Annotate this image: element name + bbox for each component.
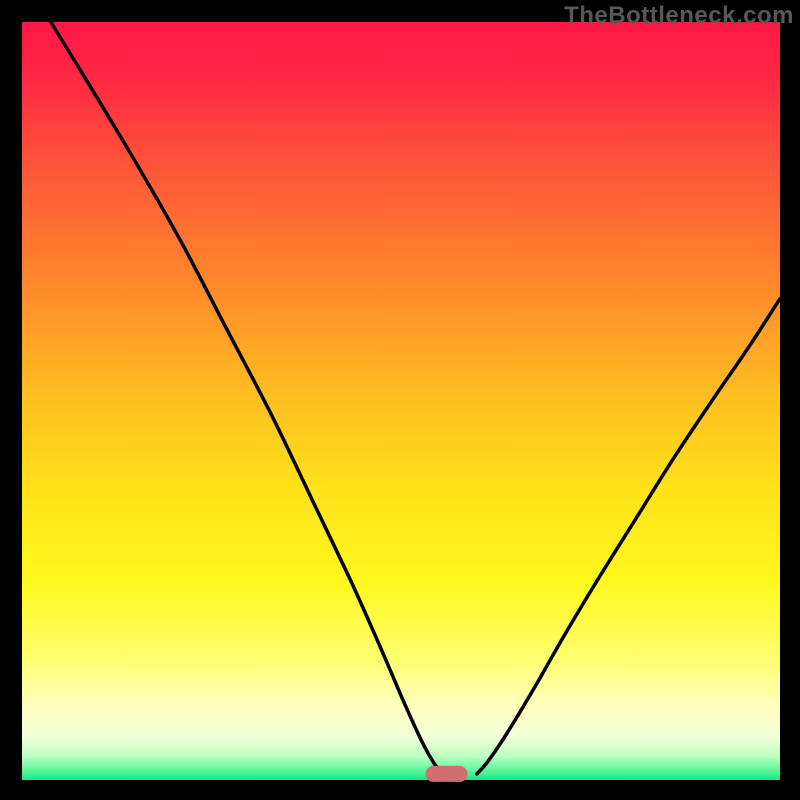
bottleneck-chart: TheBottleneck.com — [0, 0, 800, 800]
gradient-background — [22, 22, 780, 780]
chart-svg — [0, 0, 800, 800]
bottleneck-marker — [425, 766, 467, 782]
attribution-label: TheBottleneck.com — [564, 0, 800, 30]
